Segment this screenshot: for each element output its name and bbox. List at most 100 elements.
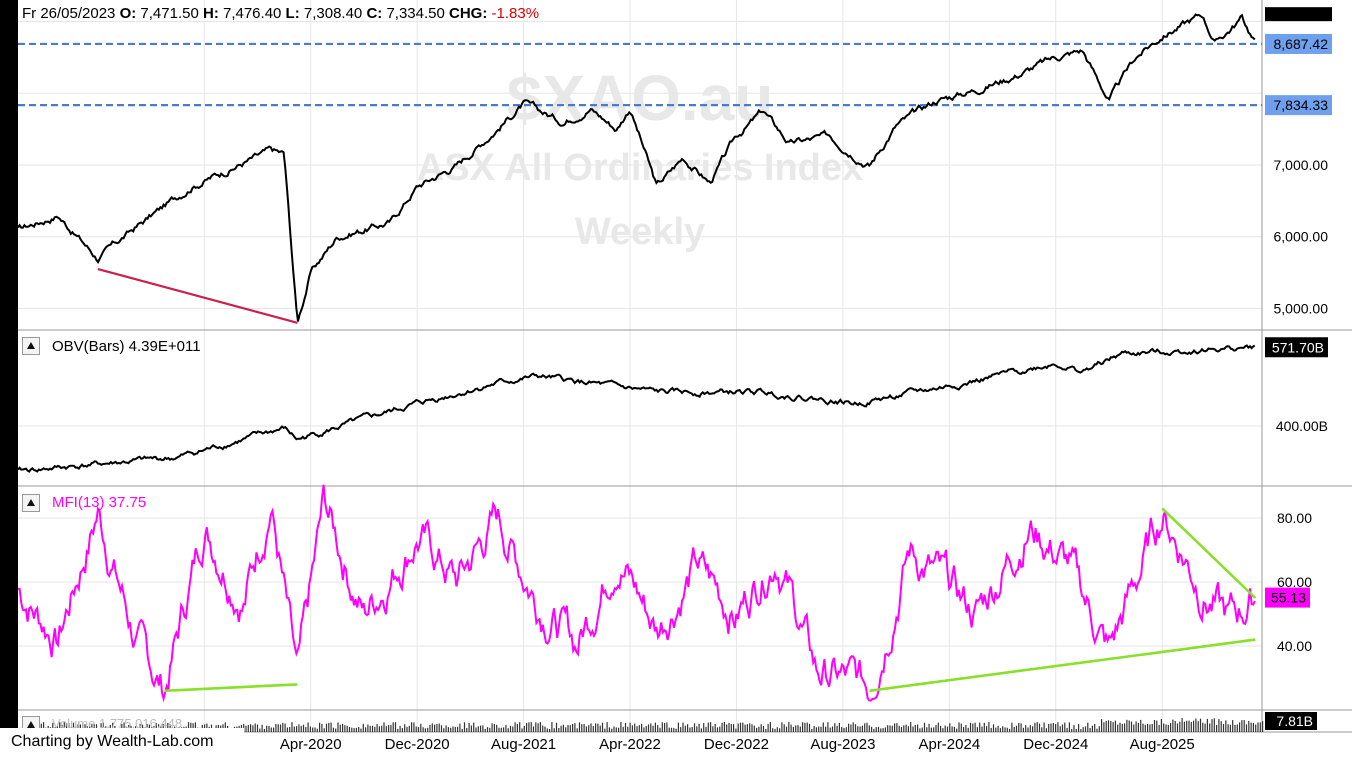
x-tick-label: Apr-2024 <box>918 736 980 753</box>
volume-bar <box>491 723 493 732</box>
volume-bar <box>852 722 854 732</box>
volume-bar <box>641 723 643 732</box>
volume-bar <box>1126 719 1128 732</box>
volume-bar <box>696 726 698 732</box>
volume-bar <box>438 723 440 732</box>
volume-bar <box>673 727 675 732</box>
volume-bar <box>854 724 857 732</box>
price-tick-label: 7,000.00 <box>1274 157 1329 173</box>
volume-bar <box>1101 719 1103 732</box>
volume-bar <box>1158 724 1160 732</box>
volume-bar <box>820 726 822 732</box>
volume-bar <box>1061 724 1064 732</box>
volume-bar <box>270 727 272 732</box>
price-line <box>17 13 1256 322</box>
volume-bar <box>486 727 489 732</box>
volume-bar <box>677 722 679 732</box>
volume-bar <box>583 724 585 732</box>
volume-bar <box>162 723 164 732</box>
volume-bar <box>362 723 364 732</box>
volume-bar <box>1068 722 1070 732</box>
volume-bar <box>783 724 785 732</box>
volume-bar <box>581 724 583 732</box>
x-tick-label: Aug-2023 <box>810 736 875 753</box>
volume-bar <box>190 722 192 732</box>
volume-bar <box>1218 719 1220 732</box>
volume-bar <box>1096 728 1098 732</box>
volume-bar <box>263 728 265 732</box>
volume-bar <box>873 728 875 732</box>
volume-bar <box>1025 725 1027 732</box>
volume-bar <box>284 723 286 732</box>
volume-bar <box>279 724 282 732</box>
volume-bar <box>1160 718 1162 732</box>
volume-bar <box>164 722 167 732</box>
volume-bar <box>995 727 997 732</box>
volume-bar <box>843 728 845 732</box>
volume-bar <box>716 727 719 732</box>
price-panel <box>17 13 1262 324</box>
volume-bar <box>834 723 836 732</box>
volume-bar <box>684 725 686 732</box>
volume-bar <box>779 728 781 732</box>
volume-bar <box>434 724 436 732</box>
volume-bar <box>604 728 606 732</box>
support-level-label: 8,687.42 <box>1274 36 1329 52</box>
volume-bar <box>1133 724 1135 732</box>
volume-bar <box>302 724 305 732</box>
volume-bar <box>1006 727 1008 732</box>
volume-bar <box>944 725 946 732</box>
volume-bar <box>705 726 707 732</box>
volume-bar <box>539 722 541 732</box>
volume-bar <box>652 725 654 732</box>
volume-bar <box>1206 718 1208 732</box>
volume-bar <box>726 724 728 732</box>
volume-bar <box>523 726 525 732</box>
volume-bar <box>1002 726 1004 732</box>
volume-bar <box>473 722 475 732</box>
volume-bar <box>1248 721 1250 732</box>
volume-bar <box>275 723 277 732</box>
mfi-collapse-button[interactable] <box>22 494 40 512</box>
volume-bar <box>728 722 730 732</box>
volume-bar <box>443 728 445 732</box>
volume-bar <box>187 722 190 732</box>
volume-bar <box>40 723 42 732</box>
obv-collapse-button[interactable] <box>22 337 40 355</box>
volume-bar <box>912 726 914 732</box>
volume-bar <box>413 722 415 732</box>
volume-bar <box>383 722 385 732</box>
volume-bar <box>937 722 939 732</box>
volume-bar <box>429 725 431 732</box>
volume-bar <box>857 726 859 732</box>
volume-bar <box>390 724 392 732</box>
volume-bar <box>1156 720 1158 732</box>
volume-bar <box>887 725 889 732</box>
volume-bar <box>737 723 739 732</box>
x-tick-label: Dec-2020 <box>385 736 450 753</box>
volume-bar <box>595 723 597 732</box>
volume-bar <box>192 723 194 732</box>
volume-bar <box>1020 723 1022 732</box>
volume-bar <box>645 726 647 732</box>
volume-bar <box>394 722 397 732</box>
volume-bar <box>52 722 54 732</box>
volume-bar <box>659 727 661 732</box>
volume-bar <box>422 727 424 732</box>
volume-bar <box>670 727 673 732</box>
volume-bar <box>988 722 990 732</box>
volume-bar <box>1243 720 1245 732</box>
volume-bar <box>767 723 769 732</box>
volume-bar <box>799 726 801 732</box>
volume-bar <box>537 723 539 732</box>
volume-bar <box>1059 726 1061 732</box>
obv-last-tag <box>1265 337 1328 358</box>
volume-bar <box>254 723 256 732</box>
volume-bar <box>606 722 608 732</box>
volume-bar <box>247 725 249 732</box>
volume-bar <box>735 728 737 732</box>
volume-bar <box>749 723 751 732</box>
volume-bar <box>746 724 748 732</box>
volume-bar <box>1043 722 1045 732</box>
volume-bar <box>1041 727 1043 732</box>
